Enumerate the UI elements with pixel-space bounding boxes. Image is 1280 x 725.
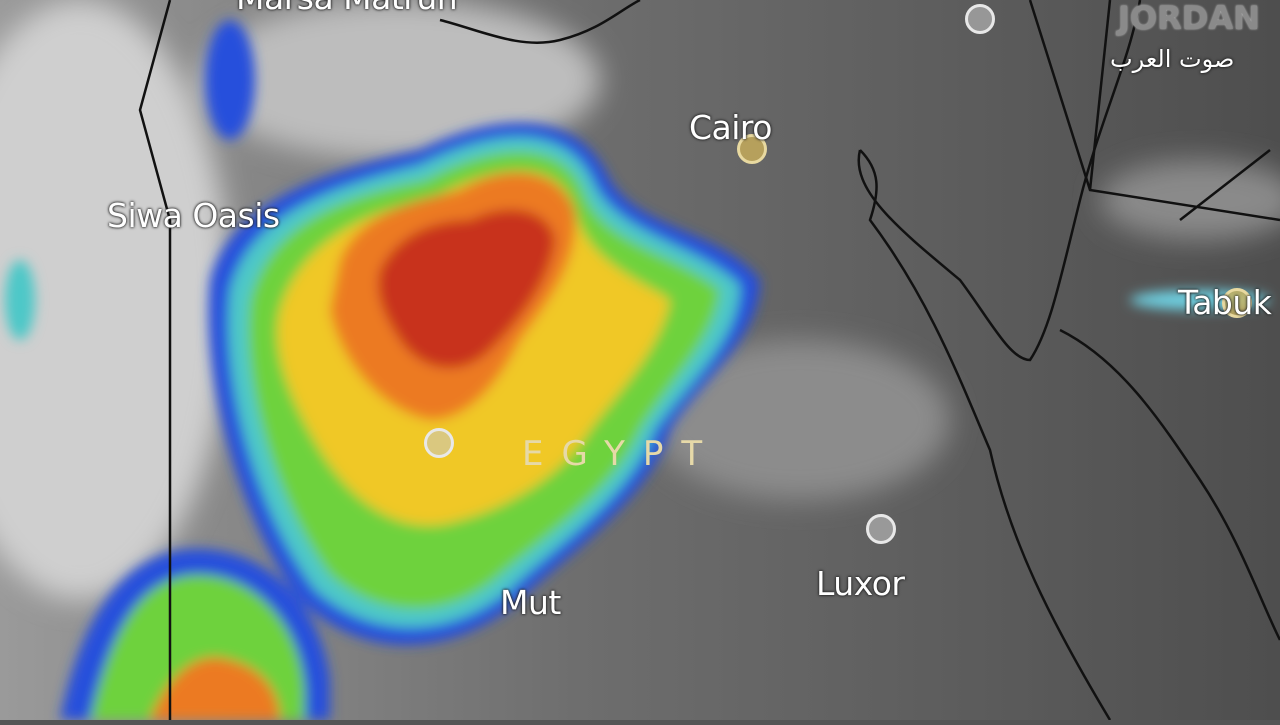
red-sea-east-coast <box>1059 328 1280 641</box>
city-label-luxor: Luxor <box>816 564 905 603</box>
city-marker-north <box>965 4 995 34</box>
city-label-marsa-matruh: Marsa Matruh <box>236 0 458 17</box>
country-label-jordan: JORDAN <box>1118 0 1260 37</box>
saudi-border <box>1179 149 1271 221</box>
city-label-mut: Mut <box>500 583 561 622</box>
watermark-logo: صوت العرب <box>1110 45 1235 73</box>
borders-and-coastlines <box>138 0 1280 721</box>
country-label-egypt: EGYPT <box>522 434 721 474</box>
mediterranean-coast <box>439 0 641 44</box>
city-label-siwa-oasis: Siwa Oasis <box>107 196 280 235</box>
city-marker-luxor <box>866 514 896 544</box>
cloud-cover <box>0 0 1280 600</box>
city-marker-egypt-center <box>424 428 454 458</box>
capital-marker-tabuk <box>1222 288 1252 318</box>
capital-marker-cairo <box>737 134 767 164</box>
gulf-of-suez-coast <box>857 0 1142 362</box>
storm-system <box>5 20 1270 720</box>
city-label-tabuk: Tabuk <box>1178 283 1272 322</box>
city-label-cairo: Cairo <box>689 108 772 147</box>
jordan-border <box>1088 0 1112 191</box>
red-sea-west-coast <box>859 149 1112 721</box>
libya-egypt-border <box>138 0 172 720</box>
